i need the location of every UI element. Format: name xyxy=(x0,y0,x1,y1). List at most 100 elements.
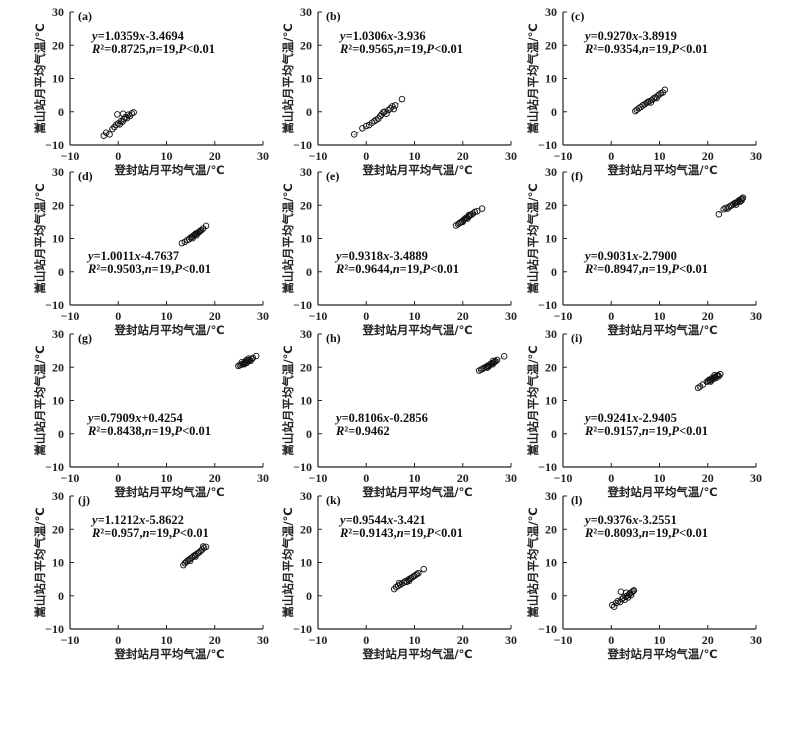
scatter-panel: −10 0 10 20 30 −10 0 10 20 30 (b) 登封站月平均气温/℃ 嵩山站月平均气… xyxy=(281,5,517,177)
panel-label: (c) xyxy=(571,9,584,23)
x-axis-title: 登封站月平均气温/℃ xyxy=(113,163,224,177)
y-axis-title: 嵩山站月平均气温/℃ xyxy=(281,345,295,455)
x-tick-label: 20 xyxy=(702,309,714,323)
y-tick-label: 30 xyxy=(300,5,312,19)
x-tick-label: −10 xyxy=(309,149,328,163)
y-tick-label: 30 xyxy=(52,5,64,19)
data-point xyxy=(186,557,194,565)
regression-stats: R²=0.8947,n=19,P<0.01 xyxy=(584,262,708,276)
x-tick-label: 0 xyxy=(115,309,121,323)
data-point xyxy=(130,109,137,116)
panel-label: (f) xyxy=(571,169,583,183)
data-point xyxy=(738,197,745,204)
x-tick-label: 20 xyxy=(702,471,714,485)
x-tick-label: 30 xyxy=(505,309,517,323)
y-axis-title: 嵩山站月平均气温/℃ xyxy=(33,23,47,133)
regression-stats: R²=0.8725,n=19,P<0.01 xyxy=(91,42,215,56)
data-point xyxy=(189,234,196,242)
x-tick-label: 10 xyxy=(654,309,666,323)
y-tick-label: 20 xyxy=(300,38,312,52)
panel-label: (a) xyxy=(78,9,92,23)
data-point xyxy=(119,110,127,117)
x-tick-label: 10 xyxy=(161,471,173,485)
x-tick-label: 30 xyxy=(257,633,269,647)
y-tick-label: 30 xyxy=(545,327,557,341)
data-point xyxy=(489,357,497,365)
y-tick-label: 20 xyxy=(52,38,64,52)
regression-equation: y=1.0011x-4.7637 xyxy=(86,249,179,263)
x-tick-label: 10 xyxy=(654,149,666,163)
scatter-panel: −10 0 10 20 30 −10 0 10 20 30 (j) 登封站月平均气温/℃ 嵩山站月平均气… xyxy=(33,489,269,661)
regression-equation: y=0.9241x-2.9405 xyxy=(583,411,677,425)
x-tick-label: −10 xyxy=(554,471,573,485)
y-tick-label: 0 xyxy=(551,105,557,119)
y-tick-label: 20 xyxy=(52,360,64,374)
x-tick-label: 20 xyxy=(209,471,221,485)
scatter-panel: −10 0 10 20 30 −10 0 10 20 30 (k) 登封站月平均气温/℃ 嵩山站月平均气… xyxy=(281,489,517,661)
y-tick-label: 0 xyxy=(306,265,312,279)
x-tick-label: 30 xyxy=(505,149,517,163)
y-tick-label: −10 xyxy=(45,622,64,636)
x-tick-label: 20 xyxy=(457,149,469,163)
data-point xyxy=(390,585,398,593)
y-axis-title: 嵩山站月平均气温/℃ xyxy=(281,507,295,617)
y-axis-title: 嵩山站月平均气温/℃ xyxy=(33,183,47,293)
regression-equation: y=1.0359x-3.4694 xyxy=(90,29,185,43)
y-tick-label: 20 xyxy=(545,522,557,536)
x-tick-label: 20 xyxy=(457,471,469,485)
data-point xyxy=(711,371,718,379)
y-tick-label: 30 xyxy=(545,165,557,179)
y-tick-label: −10 xyxy=(538,298,557,312)
panel-label: (j) xyxy=(78,493,90,507)
x-tick-label: −10 xyxy=(554,633,573,647)
x-tick-label: 30 xyxy=(257,471,269,485)
scatter-panel: −10 0 10 20 30 −10 0 10 20 30 (g) 登封站月平均气温/℃ 嵩山站月平均气… xyxy=(33,327,269,499)
x-tick-label: −10 xyxy=(61,471,80,485)
x-tick-label: 20 xyxy=(702,149,714,163)
panel-label: (i) xyxy=(571,331,582,345)
x-axis-title: 登封站月平均气温/℃ xyxy=(113,323,224,337)
y-axis-title: 嵩山站月平均气温/℃ xyxy=(33,345,47,455)
data-point xyxy=(114,111,121,118)
data-point xyxy=(381,108,388,115)
panel-label: (g) xyxy=(78,331,92,345)
y-tick-label: 0 xyxy=(306,589,312,603)
x-tick-label: 30 xyxy=(505,471,517,485)
data-point xyxy=(492,358,499,365)
x-tick-label: 30 xyxy=(257,309,269,323)
y-tick-label: 0 xyxy=(58,427,64,441)
y-axis-title: 嵩山站月平均气温/℃ xyxy=(526,345,540,455)
y-tick-label: 10 xyxy=(545,232,557,246)
y-tick-label: −10 xyxy=(538,138,557,152)
x-tick-label: 10 xyxy=(409,149,421,163)
panel-label: (e) xyxy=(326,169,339,183)
x-tick-label: 20 xyxy=(457,309,469,323)
y-tick-label: −10 xyxy=(45,298,64,312)
y-tick-label: 0 xyxy=(551,427,557,441)
data-point xyxy=(617,588,625,596)
data-point xyxy=(363,122,370,130)
y-tick-label: −10 xyxy=(538,460,557,474)
x-tick-label: 0 xyxy=(608,471,614,485)
x-tick-label: 0 xyxy=(608,309,614,323)
x-tick-label: 10 xyxy=(161,309,173,323)
panel-label: (k) xyxy=(326,493,341,507)
regression-stats: R²=0.957,n=19,P<0.01 xyxy=(91,526,209,540)
x-axis-title: 登封站月平均气温/℃ xyxy=(361,647,472,661)
x-tick-label: 10 xyxy=(161,633,173,647)
regression-stats: R²=0.9565,n=19,P<0.01 xyxy=(339,42,463,56)
scatter-panel: −10 0 10 20 30 −10 0 10 20 30 (a) 登封站月平均气温/℃ 嵩山站月平均气… xyxy=(33,5,269,177)
regression-equation: y=0.9318x-3.4889 xyxy=(334,249,428,263)
data-point xyxy=(113,121,120,128)
data-point xyxy=(739,194,747,201)
x-tick-label: 0 xyxy=(363,633,369,647)
x-tick-label: 0 xyxy=(608,149,614,163)
y-tick-label: 0 xyxy=(306,427,312,441)
data-point xyxy=(202,543,210,551)
x-tick-label: 20 xyxy=(209,309,221,323)
x-tick-label: 20 xyxy=(209,149,221,163)
y-tick-label: 0 xyxy=(58,105,64,119)
x-tick-label: 0 xyxy=(363,309,369,323)
x-tick-label: 30 xyxy=(750,309,762,323)
regression-equation: y=0.8106x-0.2856 xyxy=(334,411,428,425)
